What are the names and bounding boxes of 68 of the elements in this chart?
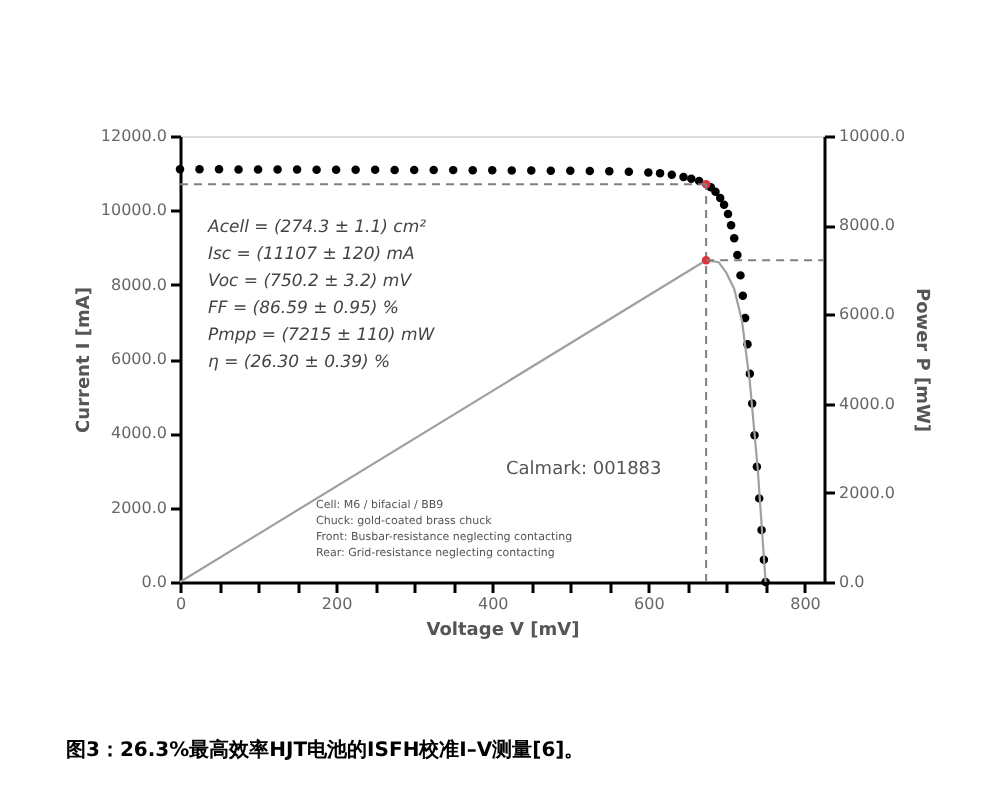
annotation: η = (26.30 ± 0.39) % bbox=[208, 353, 391, 373]
point bbox=[546, 166, 556, 175]
point bbox=[312, 165, 321, 174]
annotation: Acell = (274.3 ± 1.1) cm² bbox=[206, 218, 428, 238]
point bbox=[234, 165, 243, 174]
point bbox=[726, 220, 736, 230]
y2-tick-label: 8000.0 bbox=[839, 216, 895, 235]
point bbox=[448, 165, 458, 175]
point bbox=[253, 165, 263, 174]
point bbox=[488, 166, 497, 175]
point bbox=[644, 168, 653, 177]
point bbox=[738, 291, 748, 301]
point bbox=[468, 165, 477, 175]
point bbox=[527, 166, 536, 175]
point bbox=[175, 164, 185, 174]
y-tick-label: 0.0 bbox=[141, 573, 167, 591]
point bbox=[370, 165, 380, 175]
point bbox=[390, 165, 399, 175]
x-tick-label: 800 bbox=[790, 595, 821, 613]
point bbox=[711, 187, 720, 196]
point bbox=[667, 170, 677, 179]
point bbox=[331, 165, 341, 174]
point bbox=[723, 209, 733, 219]
point bbox=[429, 165, 438, 175]
point bbox=[736, 271, 745, 280]
y2-axis-title: Power P [mW] bbox=[911, 287, 932, 433]
y-tick-label: 10000.0 bbox=[100, 201, 167, 220]
y2-tick-label: 4000.0 bbox=[839, 394, 895, 413]
point bbox=[655, 168, 665, 178]
line-series bbox=[178, 259, 767, 584]
y-tick-label: 6000.0 bbox=[111, 350, 167, 368]
y2-tick-label: 6000.0 bbox=[839, 305, 895, 324]
point bbox=[585, 166, 595, 176]
annotation: Voc = (750.2 ± 3.2) mV bbox=[208, 272, 414, 292]
y-tick-label: 8000.0 bbox=[111, 275, 167, 294]
point bbox=[733, 250, 742, 260]
point bbox=[409, 165, 419, 175]
y-axis-title: Current I [mA] bbox=[74, 287, 95, 433]
point bbox=[719, 200, 729, 209]
x-tick-label: 0 bbox=[175, 595, 187, 613]
y-tick-label: 4000.0 bbox=[111, 424, 167, 443]
point bbox=[566, 166, 575, 176]
y2-tick-label: 10000.0 bbox=[839, 127, 906, 145]
point bbox=[507, 166, 516, 175]
point bbox=[351, 165, 360, 175]
x-tick-label: 400 bbox=[477, 595, 509, 613]
point bbox=[624, 167, 634, 176]
point bbox=[195, 165, 204, 174]
x-tick-label: 600 bbox=[634, 595, 665, 613]
x-axis-title: Voltage V [mV] bbox=[426, 621, 580, 641]
annotation: Isc = (11107 ± 120) mA bbox=[208, 245, 416, 265]
y2-tick-label: 0.0 bbox=[839, 573, 865, 591]
y-tick-label: 2000.0 bbox=[111, 498, 167, 517]
point bbox=[214, 165, 224, 174]
annotation: FF = (86.59 ± 0.95) % bbox=[208, 299, 400, 319]
point bbox=[687, 174, 696, 183]
y-tick-label: 12000.0 bbox=[100, 127, 167, 145]
point bbox=[729, 233, 739, 243]
annotation: Calmark: 001883 bbox=[506, 460, 662, 480]
point bbox=[715, 193, 725, 203]
y2-tick-label: 2000.0 bbox=[839, 483, 895, 502]
point bbox=[605, 167, 614, 176]
point bbox=[273, 165, 282, 174]
point bbox=[679, 172, 688, 182]
x-tick-label: 200 bbox=[321, 595, 353, 613]
annotation: Pmpp = (7215 ± 110) mW bbox=[208, 326, 436, 346]
caption: 图3：26.3%最高效率HJT电池的ISFH校准I–V测量[6]。 bbox=[66, 738, 585, 762]
point bbox=[292, 165, 302, 174]
